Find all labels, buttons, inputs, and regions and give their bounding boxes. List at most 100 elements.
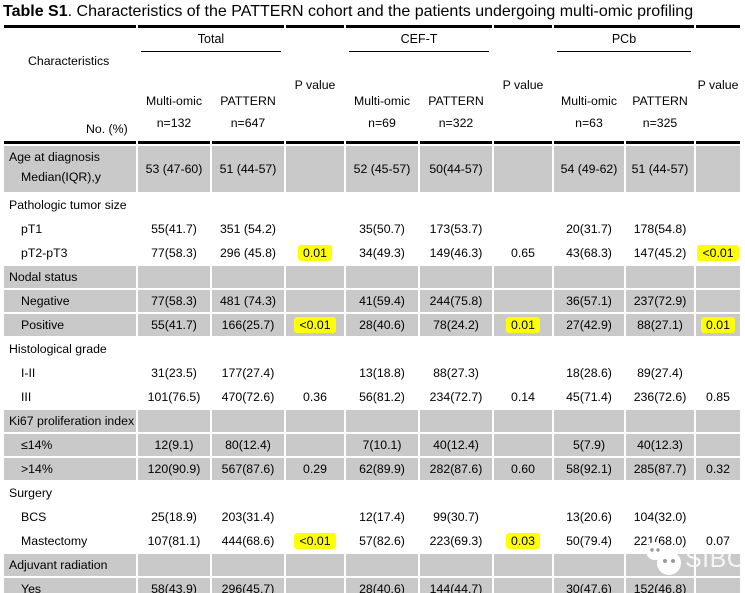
row-label: ≤14% [4,434,136,456]
pvalue-cell [286,218,344,240]
value-cell: 234(72.7) [429,390,483,404]
value-cell: 470(72.6) [221,390,275,404]
empty-cell [346,266,418,288]
value-cell: 36(57.1) [554,290,624,312]
value-cell: 166(25.7) [212,314,284,336]
value-cell: 20(31.7) [566,222,612,236]
value-cell: 296 (45.8) [219,246,277,260]
subheader-ceft-multiomic: Multi-omic n=69 [346,83,418,144]
section-header-row: Ki67 proliferation index [4,410,741,432]
value-cell: 236(72.6) [633,390,687,404]
empty-cell [696,482,740,504]
empty-cell [494,410,552,432]
pvalue-cell [696,578,741,593]
table-number: Table S1 [3,3,68,20]
value-cell: 27(42.9) [554,314,624,336]
highlighted-pvalue: 0.03 [506,533,540,549]
empty-cell [554,410,624,432]
empty-cell [554,266,624,288]
empty-cell [138,554,210,576]
pvalue-cell [696,434,741,456]
table-row: Mastectomy 107(81.1) 444(68.6) <0.01 57(82.6… [4,530,740,552]
pvalue-cell [286,434,344,456]
pvalue-header-ceft: P value [494,25,552,144]
row-label: I-II [21,366,36,380]
empty-cell [696,194,740,216]
empty-cell [626,410,695,432]
value-cell: 101(76.5) [147,390,201,404]
value-cell: 28(40.6) [346,314,418,336]
pvalue-cell: 0.01 [494,314,552,336]
table-title: Table S1. Characteristics of the PATTERN… [0,0,745,23]
pvalue-cell: 0.29 [286,458,344,480]
characteristics-table: Characteristics No. (%) Total P value CE… [2,23,742,593]
empty-cell [494,266,552,288]
highlighted-pvalue: <0.01 [697,245,739,261]
empty-cell [138,338,210,360]
empty-cell [138,266,210,288]
table-row: BCS 25(18.9) 203(31.4) 12(17.4) 99(30.7) 13(2… [4,506,740,528]
characteristics-label: Characteristics [28,54,110,68]
value-cell: 57(82.6) [359,534,405,548]
subheader-total-multiomic: Multi-omic n=132 [138,83,210,144]
group-header-pcb: PCb [554,25,695,81]
value-cell: 5(7.9) [554,434,624,456]
value-cell: 147(45.2) [633,246,687,260]
value-cell: 13(18.8) [359,366,405,380]
value-cell: 54 (49-62) [554,146,624,192]
table-row: Positive 55(41.7) 166(25.7) <0.01 28(40.6) 78… [4,314,741,336]
pvalue-cell [286,506,344,528]
pvalue-cell: 0.01 [696,314,741,336]
section-header-row: Surgery [4,482,740,504]
pvalue-cell [494,506,552,528]
value-cell: 25(18.9) [151,510,197,524]
empty-cell [212,482,284,504]
value-cell: 351 (54.2) [219,222,277,236]
empty-cell [346,338,418,360]
value-cell: 149(46.3) [429,246,483,260]
empty-cell [346,482,418,504]
value-cell: 43(68.3) [566,246,612,260]
empty-cell [286,554,344,576]
section-label: Pathologic tumor size [9,198,127,212]
pvalue-header-pcb: P value [696,25,741,144]
empty-cell [554,482,624,504]
empty-cell [696,554,741,576]
empty-cell [626,266,695,288]
value-cell: 120(90.9) [138,458,210,480]
value-cell: 78(24.2) [420,314,492,336]
pvalue-cell: 0.60 [494,458,552,480]
value-cell: 99(30.7) [433,510,479,524]
header-sub-row: Multi-omic n=132 PATTERN n=647 Multi-omic n… [4,83,740,144]
value-cell: 77(58.3) [138,290,210,312]
value-cell: 13(20.6) [566,510,612,524]
table-row: Age at diagnosis Median(IQR),y 53 (47-60) 5… [4,146,741,192]
empty-cell [626,482,694,504]
value-cell: 30(47.6) [554,578,624,593]
empty-cell [138,410,210,432]
empty-cell [286,266,344,288]
empty-cell [212,554,284,576]
pvalue-cell [696,218,740,240]
value-cell: 285(87.7) [626,458,695,480]
section-header-row: Pathologic tumor size [4,194,740,216]
pvalue-cell [696,146,741,192]
empty-cell [420,554,492,576]
subheader-pcb-multiomic: Multi-omic n=63 [554,83,624,144]
row-label: Age at diagnosis Median(IQR),y [4,146,136,192]
pvalue-cell: 0.65 [511,246,535,260]
table-row: pT2-pT3 77(58.3) 296 (45.8) 0.01 34(49.3) 149… [4,242,740,264]
value-cell: 62(89.9) [346,458,418,480]
value-cell: 152(46.8) [626,578,695,593]
value-cell: 567(87.6) [212,458,284,480]
pvalue-cell: 0.36 [303,390,327,404]
empty-cell [286,194,344,216]
row-label: III [21,390,32,404]
value-cell: 221(68.0) [633,534,687,548]
empty-cell [554,338,624,360]
value-cell: 107(81.1) [147,534,201,548]
value-cell: 56(81.2) [359,390,405,404]
value-cell: 51 (44-57) [212,146,284,192]
value-cell: 40(12.4) [420,434,492,456]
highlighted-pvalue: 0.01 [298,245,332,261]
